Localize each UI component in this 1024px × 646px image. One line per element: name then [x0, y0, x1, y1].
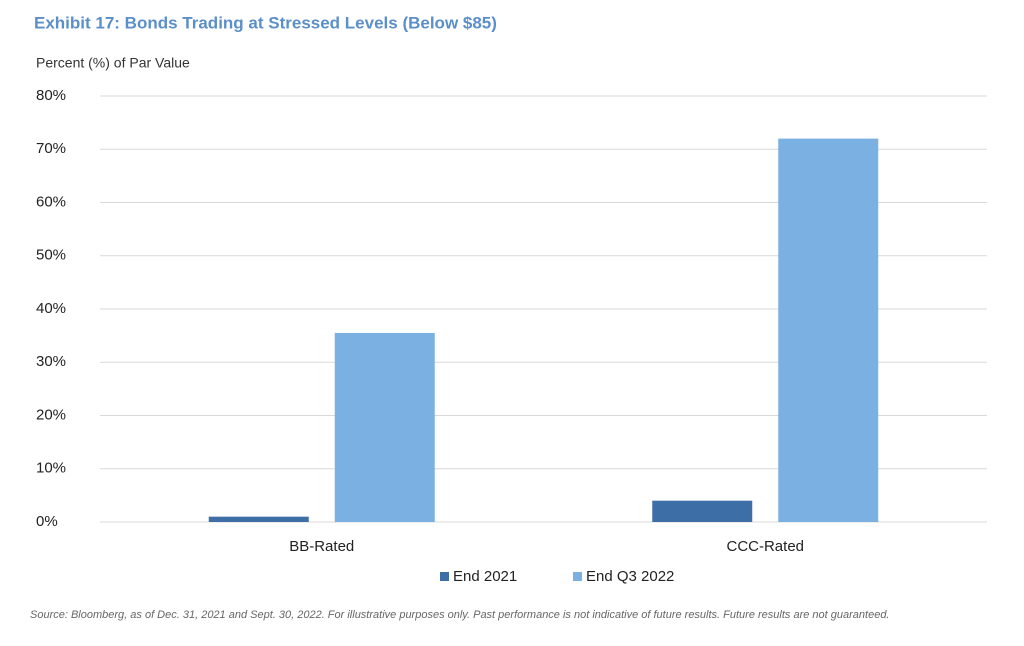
- chart-title: Exhibit 17: Bonds Trading at Stressed Le…: [34, 13, 497, 32]
- legend-label: End 2021: [453, 568, 517, 585]
- y-tick-label: 10%: [36, 460, 66, 477]
- legend-swatch: [573, 572, 582, 581]
- source-note: Source: Bloomberg, as of Dec. 31, 2021 a…: [30, 609, 890, 621]
- y-tick-label: 80%: [36, 87, 66, 104]
- y-tick-label: 60%: [36, 193, 66, 210]
- bar: [334, 332, 435, 522]
- x-tick-label: CCC-Rated: [726, 538, 804, 555]
- bar: [778, 138, 879, 522]
- y-axis-label: Percent (%) of Par Value: [36, 55, 190, 71]
- legend-swatch: [440, 572, 449, 581]
- bar: [208, 516, 309, 522]
- x-tick-label: BB-Rated: [289, 538, 354, 555]
- y-tick-label: 40%: [36, 300, 66, 317]
- y-tick-label: 0%: [36, 513, 58, 530]
- y-tick-label: 20%: [36, 406, 66, 423]
- legend-label: End Q3 2022: [586, 568, 674, 585]
- bar: [652, 500, 753, 522]
- y-tick-label: 70%: [36, 140, 66, 157]
- y-tick-label: 50%: [36, 247, 66, 264]
- y-tick-label: 30%: [36, 353, 66, 370]
